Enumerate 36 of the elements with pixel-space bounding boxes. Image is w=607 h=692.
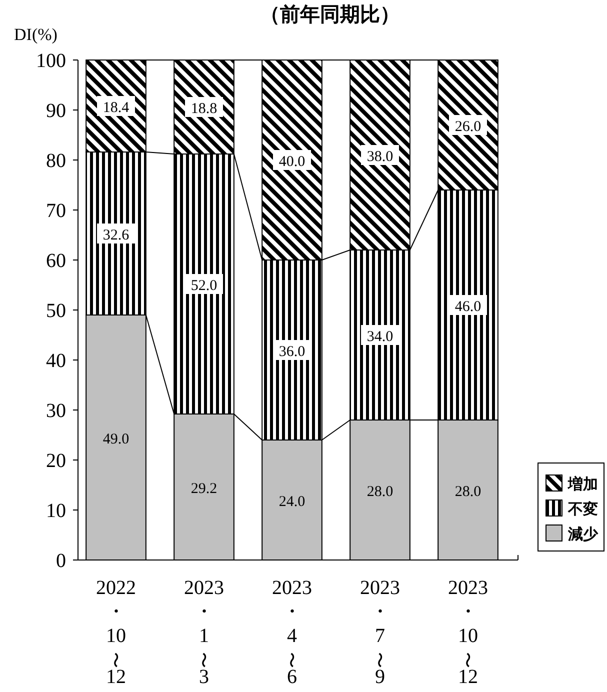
data-label: 18.8: [190, 101, 218, 117]
y-tick-label: 60: [46, 250, 66, 272]
y-tick-label: 20: [46, 450, 66, 472]
x-tick-label: 2023 ・ 7 〜 9: [360, 577, 400, 688]
y-tick-label: 80: [46, 150, 66, 172]
data-label: 52.0: [190, 278, 218, 294]
data-label: 46.0: [454, 299, 482, 315]
x-tick-label: 2023 ・ 10 〜 12: [448, 577, 488, 688]
legend-label: 増加: [567, 475, 598, 493]
data-label: 24.0: [278, 494, 306, 510]
legend-label: 減少: [567, 525, 599, 543]
y-axis-title: DI(%): [14, 25, 58, 44]
y-tick-label: 100: [36, 50, 66, 72]
y-tick-label: 30: [46, 400, 66, 422]
data-label: 40.0: [278, 154, 306, 170]
x-tick-label: 2023 ・ 4 〜 6: [272, 577, 312, 688]
data-label: 49.0: [102, 432, 130, 448]
data-label: 38.0: [366, 149, 394, 165]
data-label: 29.2: [190, 481, 218, 497]
y-tick-label: 10: [46, 500, 66, 522]
data-label: 28.0: [454, 484, 482, 500]
y-tick-label: 90: [46, 100, 66, 122]
data-label: 36.0: [278, 344, 306, 360]
x-tick-label: 2023 ・ 1 〜 3: [184, 577, 224, 688]
data-label: 32.6: [102, 228, 130, 244]
y-tick-label: 70: [46, 200, 66, 222]
data-label: 18.4: [102, 100, 130, 116]
y-tick-label: 0: [56, 550, 66, 572]
data-label: 28.0: [366, 484, 394, 500]
y-tick-label: 40: [46, 350, 66, 372]
data-label: 26.0: [454, 119, 482, 135]
x-tick-label: 2022 ・ 10 〜 12: [96, 577, 136, 688]
legend-label: 不変: [567, 500, 598, 518]
data-label: 34.0: [366, 329, 394, 345]
y-tick-label: 50: [46, 300, 66, 322]
chart-title: （前年同期比）: [260, 4, 400, 26]
